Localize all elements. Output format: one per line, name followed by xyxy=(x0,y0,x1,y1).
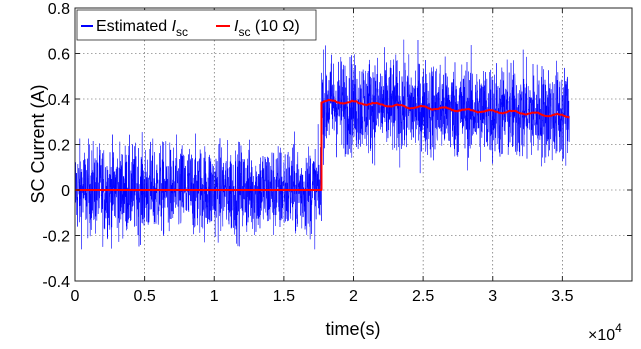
y-axis-label: SC Current (A) xyxy=(28,84,48,203)
x-scale-exponent: 4 xyxy=(615,321,622,335)
legend-measured-sub: sc xyxy=(238,25,250,39)
y-tick-label: 0 xyxy=(61,183,70,200)
y-tick-label: 0.4 xyxy=(48,92,70,109)
series-layer xyxy=(75,39,570,250)
legend-estimated-symbol: I xyxy=(172,18,177,35)
x-tick-label: 3 xyxy=(488,288,497,305)
legend-entry-measured: Isc (10 Ω) xyxy=(234,18,300,39)
x-scale-factor: ×104 xyxy=(588,321,622,344)
y-tick-label: 0.2 xyxy=(48,138,70,155)
x-scale-base: ×10 xyxy=(588,327,615,344)
legend-estimated-sub: sc xyxy=(176,25,188,39)
legend-entry-estimated: Estimated Isc xyxy=(96,18,188,39)
y-tick-label: -0.4 xyxy=(42,274,70,291)
legend-measured-suffix: (10 Ω) xyxy=(250,18,299,35)
legend: Estimated Isc Isc (10 Ω) xyxy=(76,9,317,41)
y-tick-label: 0.6 xyxy=(48,47,70,64)
ticks-layer: 0 0.5 1 1.5 2 2.5 3 3.5 -0.4 -0.2 0 0.2 0.4 0.6 0.8 xyxy=(42,1,632,305)
y-tick-label: -0.2 xyxy=(42,229,70,246)
x-tick-label: 2.5 xyxy=(412,288,434,305)
x-tick-label: 3.5 xyxy=(551,288,573,305)
x-tick-label: 0.5 xyxy=(134,288,156,305)
x-tick-label: 2 xyxy=(349,288,358,305)
x-tick-label: 0 xyxy=(71,288,80,305)
y-tick-label: 0.8 xyxy=(48,1,70,18)
legend-box xyxy=(76,9,317,41)
legend-measured-symbol: I xyxy=(234,18,239,35)
x-tick-label: 1 xyxy=(210,288,219,305)
series-isc-10-ohm xyxy=(75,98,570,191)
x-tick-label: 1.5 xyxy=(273,288,295,305)
x-axis-label: time(s) xyxy=(326,319,381,339)
legend-estimated-prefix: Estimated xyxy=(96,18,172,35)
